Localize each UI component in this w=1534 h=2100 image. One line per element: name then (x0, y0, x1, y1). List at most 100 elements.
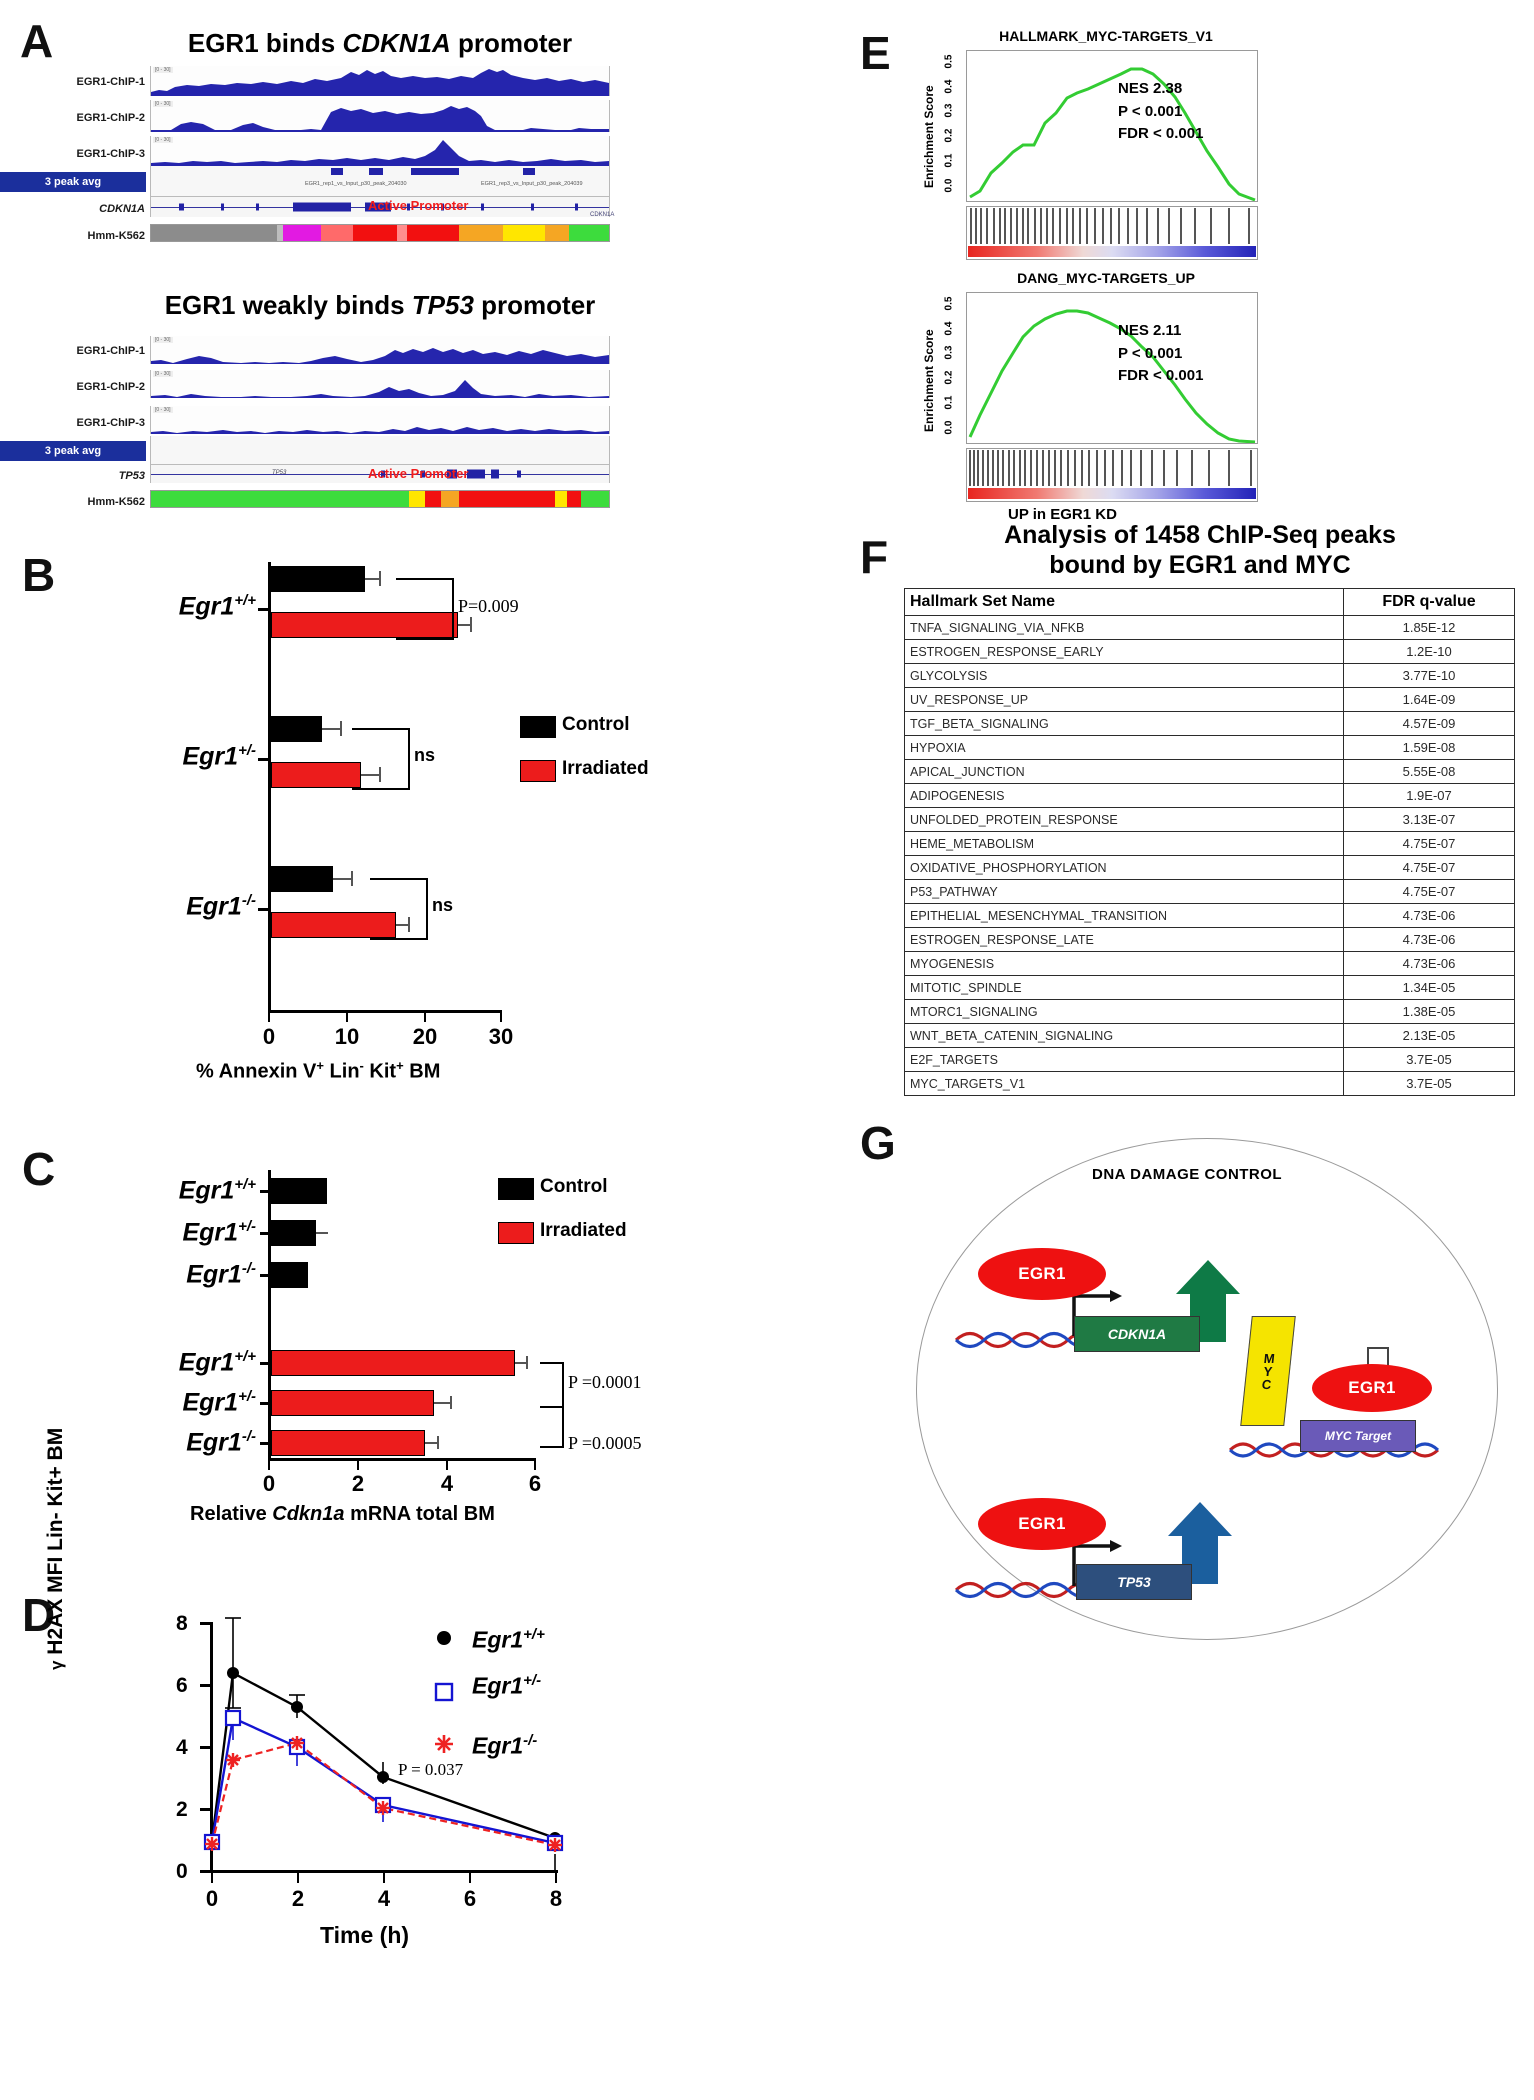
panel-e: E HALLMARK_MYC-TARGETS_V1 Enrichment Sco… (860, 20, 1460, 523)
tick-y (258, 608, 270, 611)
panel-d-letter: D (22, 1589, 56, 1641)
track-label-chip2: EGR1-ChIP-2 (76, 112, 145, 124)
track-label-chip3-tp53: EGR1-ChIP-3 (76, 417, 145, 429)
gsea-title-1: HALLMARK_MYC-TARGETS_V1 (999, 28, 1213, 44)
gsea-fdr-2: FDR < 0.001 (1118, 367, 1204, 384)
cell-fdr-qvalue: 1.59E-08 (1343, 735, 1515, 760)
cell-hallmark-name: WNT_BETA_CATENIN_SIGNALING (904, 1023, 1344, 1048)
peak-bar (331, 168, 343, 175)
panel-c-label-irr-wt: Egr1+/+ (178, 1348, 256, 1377)
table-row: WNT_BETA_CATENIN_SIGNALING 2.13E-05 (904, 1023, 1515, 1048)
x-tick (346, 1013, 348, 1022)
igv-gene-track-tp53 (150, 464, 610, 483)
gene-box-tp53: TP53 (1076, 1564, 1192, 1600)
panel-g: G DNA DAMAGE CONTROL EGR1 CDKN1A (860, 1120, 1530, 1660)
gsea-hits-1 (966, 206, 1258, 260)
cell-hallmark-name: OXIDATIVE_PHOSPHORYLATION (904, 855, 1344, 880)
cell-hallmark-name: GLYCOLYSIS (904, 663, 1344, 688)
x-tick (297, 1873, 299, 1883)
panel-b-group-label-ko: Egr1-/- (186, 892, 256, 921)
cell-fdr-qvalue: 1.9E-07 (1343, 783, 1515, 808)
exon (491, 469, 499, 479)
chromhmm-segment (407, 225, 459, 241)
error-bar (434, 1402, 450, 1404)
panel-b: B Egr1+/+ Egr1+/- Egr1-/- P=0.009 ns ns … (0, 520, 660, 1140)
sig-label-1: P=0.009 (458, 596, 519, 616)
x-tick (534, 1461, 536, 1470)
exon (531, 203, 534, 211)
panel-d: D γ H2AX MFI Lin- Kit+ BM 8 6 4 2 0 0 2 … (0, 1428, 660, 1970)
track-scale: [0 - 30] (153, 67, 173, 73)
legend-label-control-c: Control (540, 1176, 608, 1197)
panel-b-y-axis (268, 562, 271, 1010)
title-suffix: promoter (473, 290, 596, 320)
chip1-signal-tp53 (151, 348, 609, 364)
panel-c-label-irr-het: Egr1+/- (182, 1388, 256, 1417)
panel-f-title-line1: Analysis of 1458 ChIP-Seq peaks (1004, 521, 1396, 549)
gsea-ylabel-1: Enrichment Score (922, 85, 936, 188)
cell-hallmark-name: TGF_BETA_SIGNALING (904, 711, 1344, 736)
chromhmm-segment (283, 225, 321, 241)
gsea-curve-2 (968, 309, 1256, 443)
panel-a-letter: A (20, 15, 54, 67)
x-tick-label: 2 (351, 1471, 365, 1496)
cell-fdr-qvalue: 1.34E-05 (1343, 975, 1515, 1000)
panel-f: F Analysis of 1458 ChIP-Seq peaks bound … (860, 520, 1520, 1100)
peak-name-label: EGR1_rep1_vs_Input_p30_peak_204030 (305, 181, 407, 187)
table-row: E2F_TARGETS 3.7E-05 (904, 1047, 1515, 1072)
x-tick (446, 1461, 448, 1470)
x-tick-label: 8 (549, 1886, 563, 1911)
gene-label-cdkn1a: CDKN1A (99, 203, 145, 215)
chromhmm-segment (321, 225, 353, 241)
track-scale: [0 - 30] (153, 371, 173, 377)
error-bar (365, 578, 379, 580)
chromhmm-segment (459, 225, 503, 241)
y-tick-label: 4 (176, 1736, 188, 1759)
cell-fdr-qvalue: 4.73E-06 (1343, 951, 1515, 976)
panel-c: C Egr1+/+ Egr1+/- Egr1-/- Egr1+/+ Egr1+/… (0, 1140, 660, 1560)
gene-small-label: CDKN1A (590, 212, 615, 218)
exon (575, 203, 578, 211)
egr1-oval-myc: EGR1 (1312, 1364, 1432, 1412)
table-row: OXIDATIVE_PHOSPHORYLATION 4.75E-07 (904, 855, 1515, 880)
chromhmm-segment (397, 225, 407, 241)
egr1-oval-tp53: EGR1 (978, 1498, 1106, 1550)
peak-avg-button[interactable]: 3 peak avg (0, 172, 146, 192)
tick-y (258, 758, 270, 761)
panel-c-label-ctrl-wt: Egr1+/+ (178, 1176, 256, 1205)
tick-y (200, 1870, 210, 1873)
chip3-signal-tp53 (151, 427, 609, 434)
table-row: TGF_BETA_SIGNALING 4.57E-09 (904, 711, 1515, 736)
exon (381, 470, 385, 478)
cell-fdr-qvalue: 3.77E-10 (1343, 663, 1515, 688)
peak-avg-button-tp53[interactable]: 3 peak avg (0, 441, 146, 461)
track-scale: [0 - 30] (153, 101, 173, 107)
panel-c-letter: C (22, 1143, 56, 1195)
gene-small-label-tp53: TP53 (272, 470, 287, 476)
chip2-signal (151, 106, 609, 132)
panel-c-label-ctrl-het: Egr1+/- (182, 1218, 256, 1247)
error-cap (379, 571, 381, 586)
cell-fdr-qvalue: 4.73E-06 (1343, 927, 1515, 952)
cell-hallmark-name: ADIPOGENESIS (904, 783, 1344, 808)
chip3-signal (151, 140, 609, 166)
cell-fdr-qvalue: 4.75E-07 (1343, 831, 1515, 856)
peak-bar (523, 168, 535, 175)
chromhmm-segment (545, 225, 569, 241)
sig-label-c1: P =0.0001 (568, 1372, 642, 1392)
y-tick-label: 0.5 (943, 296, 955, 311)
panel-d-pvalue: P = 0.037 (398, 1760, 464, 1779)
tick-y (260, 1274, 270, 1277)
cell-hallmark-name: UNFOLDED_PROTEIN_RESPONSE (904, 807, 1344, 832)
gsea-plot-1 (966, 50, 1258, 202)
exon (447, 469, 457, 479)
gsea-curve-1 (969, 67, 1256, 201)
panel-c-label-ctrl-ko: Egr1-/- (186, 1260, 256, 1289)
column-header-name: Hallmark Set Name (904, 588, 1344, 616)
track-scale: [0 - 30] (153, 337, 173, 343)
error-cap (351, 871, 353, 886)
panel-a: A EGR1 binds CDKN1A promoter EGR1-ChIP-1… (0, 0, 640, 520)
table-row: ESTROGEN_RESPONSE_LATE 4.73E-06 (904, 927, 1515, 952)
cell-fdr-qvalue: 1.38E-05 (1343, 999, 1515, 1024)
title-prefix: EGR1 weakly binds (164, 290, 412, 320)
